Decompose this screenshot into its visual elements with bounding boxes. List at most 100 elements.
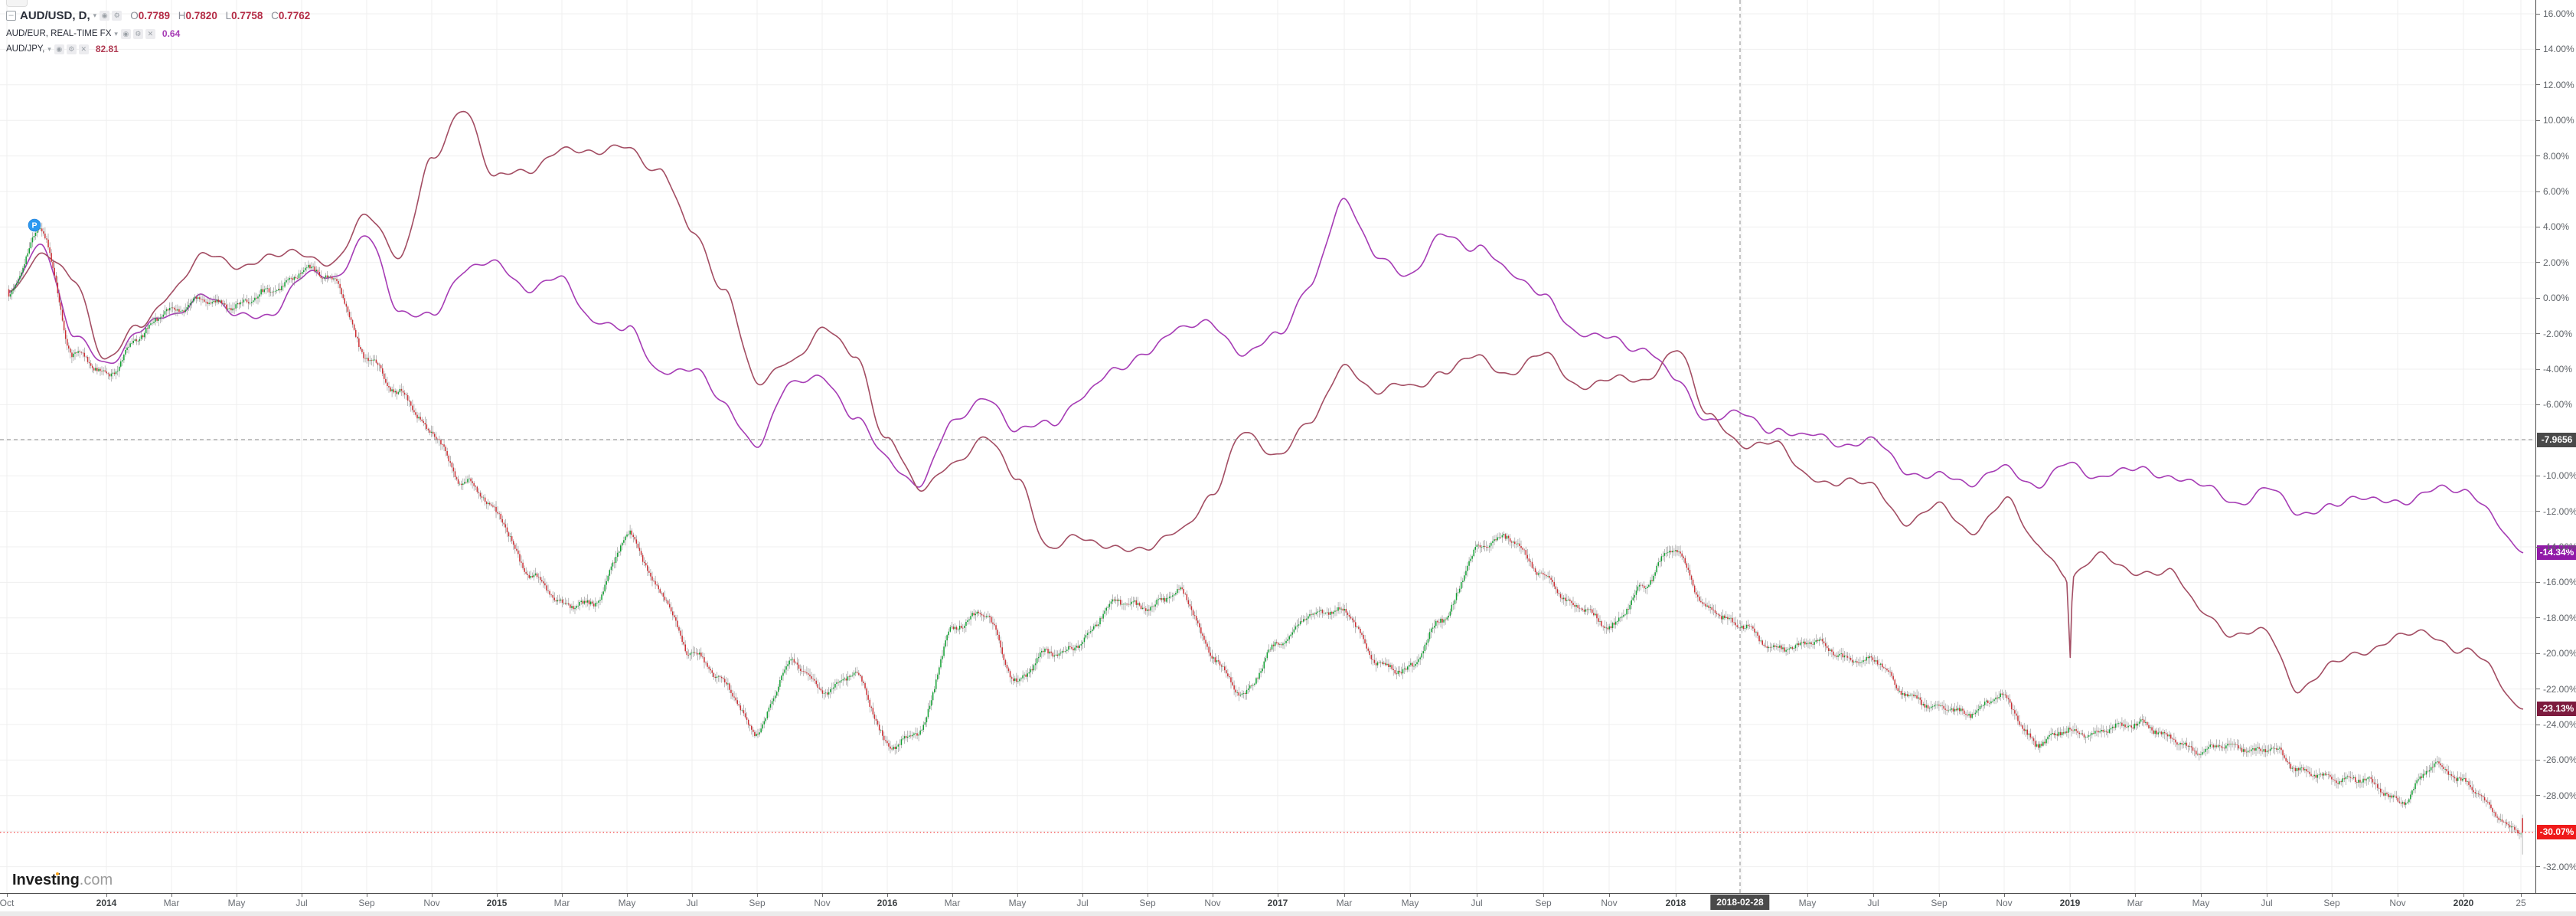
price-tick-label: -16.00% bbox=[2543, 577, 2576, 588]
visibility-icon[interactable]: ◉ bbox=[100, 10, 110, 21]
time-tick bbox=[2521, 894, 2522, 897]
price-tick-label: -12.00% bbox=[2543, 505, 2576, 517]
price-tick-label: 6.00% bbox=[2543, 186, 2570, 197]
remove-icon[interactable]: ✕ bbox=[78, 44, 89, 54]
time-month-label: Nov bbox=[423, 898, 440, 908]
drawing-toolbar-handle[interactable] bbox=[6, 0, 28, 7]
price-tick bbox=[2536, 795, 2540, 797]
time-month-label: Jul bbox=[1076, 898, 1089, 908]
time-month-label: May bbox=[618, 898, 636, 908]
time-month-label: Nov bbox=[1204, 898, 1221, 908]
price-tick bbox=[2536, 119, 2540, 121]
price-tick bbox=[2536, 155, 2540, 157]
event-marker-circle[interactable] bbox=[28, 218, 41, 232]
symbol-title[interactable]: AUD/USD, D, bbox=[20, 8, 90, 22]
time-month-label: Mar bbox=[163, 898, 180, 908]
settings-icon[interactable]: ⚙ bbox=[132, 28, 143, 39]
time-month-label: 25 bbox=[2516, 898, 2526, 908]
time-tick bbox=[1873, 894, 1874, 897]
chevron-down-icon[interactable]: ▾ bbox=[93, 11, 97, 19]
settings-icon[interactable]: ⚙ bbox=[66, 44, 77, 54]
price-tick-label: 16.00% bbox=[2543, 8, 2574, 19]
visibility-icon[interactable]: ◉ bbox=[54, 44, 64, 54]
overlay-value: 0.64 bbox=[162, 28, 181, 39]
time-year-label: 2015 bbox=[486, 898, 508, 908]
time-month-label: Mar bbox=[1336, 898, 1353, 908]
time-tick bbox=[2463, 894, 2464, 897]
bottom-scrollbar[interactable] bbox=[0, 911, 2576, 916]
audusd-candles-up[interactable] bbox=[9, 228, 2522, 835]
time-month-label: Jul bbox=[686, 898, 698, 908]
time-month-label: May bbox=[1008, 898, 1027, 908]
time-year-label: 2014 bbox=[96, 898, 117, 908]
time-tick bbox=[7, 894, 8, 897]
audjpy-line-series[interactable] bbox=[8, 110, 2524, 710]
time-month-label: Nov bbox=[1601, 898, 1618, 908]
price-tick-label: 4.00% bbox=[2543, 221, 2570, 233]
price-tick-label: -20.00% bbox=[2543, 648, 2576, 659]
close-value: 0.7762 bbox=[278, 9, 311, 21]
watermark-suffix: .com bbox=[79, 872, 113, 888]
overlay-symbol[interactable]: AUD/EUR, REAL-TIME FX bbox=[6, 29, 112, 38]
time-tick bbox=[887, 894, 888, 897]
legend-row-audjpy: AUD/JPY, ▾ ◉ ⚙ ✕ 82.81 bbox=[6, 41, 315, 57]
price-tick-label: -28.00% bbox=[2543, 790, 2576, 801]
legend: – AUD/USD, D, ▾ ◉ ⚙ O0.7789 H0.7820 L0.7… bbox=[6, 6, 315, 57]
price-tick bbox=[2536, 333, 2540, 335]
time-tick bbox=[1807, 894, 1808, 897]
chevron-down-icon[interactable]: ▾ bbox=[114, 29, 118, 38]
chevron-down-icon[interactable]: ▾ bbox=[47, 44, 51, 53]
time-month-label: Nov bbox=[814, 898, 831, 908]
price-tick-label: 0.00% bbox=[2543, 293, 2570, 304]
price-tick-label: 12.00% bbox=[2543, 79, 2574, 90]
audusd-last-price-badge: -30.07% bbox=[2537, 825, 2576, 840]
audeur-line-series[interactable] bbox=[8, 198, 2524, 554]
legend-collapse-icon[interactable]: – bbox=[6, 10, 16, 21]
price-tick bbox=[2536, 866, 2540, 868]
time-month-label: Oct bbox=[0, 898, 15, 908]
watermark-orange-dot bbox=[56, 872, 59, 875]
high-label: H bbox=[178, 9, 186, 21]
remove-icon[interactable]: ✕ bbox=[145, 28, 155, 39]
settings-icon[interactable]: ⚙ bbox=[112, 10, 122, 21]
time-month-label: Sep bbox=[1139, 898, 1156, 908]
price-tick bbox=[2536, 368, 2540, 370]
open-value: 0.7789 bbox=[138, 9, 171, 21]
price-axis[interactable]: -7.9656 -14.34% -23.13% -30.07% 16.00% 14… bbox=[2535, 0, 2576, 893]
visibility-icon[interactable]: ◉ bbox=[120, 28, 131, 39]
price-tick-label: 2.00% bbox=[2543, 257, 2570, 268]
time-tick bbox=[562, 894, 563, 897]
price-tick bbox=[2536, 511, 2540, 512]
price-tick-label: -24.00% bbox=[2543, 719, 2576, 730]
time-tick bbox=[106, 894, 107, 897]
crosshair-date-badge: 2018-02-28 bbox=[1710, 895, 1770, 910]
time-axis[interactable]: 2018-02-28 Oct 2014 Mar May Jul Sep Nov 2015 Mar… bbox=[0, 893, 2576, 912]
time-tick bbox=[497, 894, 498, 897]
price-tick bbox=[2536, 13, 2540, 15]
time-month-label: Sep bbox=[1535, 898, 1552, 908]
price-tick-label: -18.00% bbox=[2543, 612, 2576, 623]
price-tick bbox=[2536, 404, 2540, 405]
price-tick-label: 8.00% bbox=[2543, 150, 2570, 162]
price-tick bbox=[2536, 191, 2540, 192]
crosshair-price-badge: -7.9656 bbox=[2537, 432, 2576, 447]
event-marker-p[interactable]: P bbox=[28, 218, 41, 232]
overlay-symbol[interactable]: AUD/JPY, bbox=[6, 44, 45, 54]
price-tick-label: -32.00% bbox=[2543, 861, 2576, 872]
time-tick bbox=[2201, 894, 2202, 897]
time-tick bbox=[952, 894, 953, 897]
plot-area[interactable]: P bbox=[0, 0, 2535, 893]
price-tick-label: -6.00% bbox=[2543, 399, 2573, 411]
time-tick bbox=[2332, 894, 2333, 897]
time-tick bbox=[2070, 894, 2071, 897]
price-tick bbox=[2536, 581, 2540, 583]
event-marker-label: P bbox=[31, 221, 37, 231]
audusd-candles-down[interactable] bbox=[8, 228, 2523, 834]
open-label: O bbox=[130, 9, 139, 21]
time-tick bbox=[1410, 894, 1411, 897]
time-year-label: 2017 bbox=[1267, 898, 1288, 908]
price-tick bbox=[2536, 84, 2540, 86]
price-tick-label: -26.00% bbox=[2543, 754, 2576, 766]
time-tick bbox=[627, 894, 628, 897]
time-month-label: Jul bbox=[2261, 898, 2273, 908]
